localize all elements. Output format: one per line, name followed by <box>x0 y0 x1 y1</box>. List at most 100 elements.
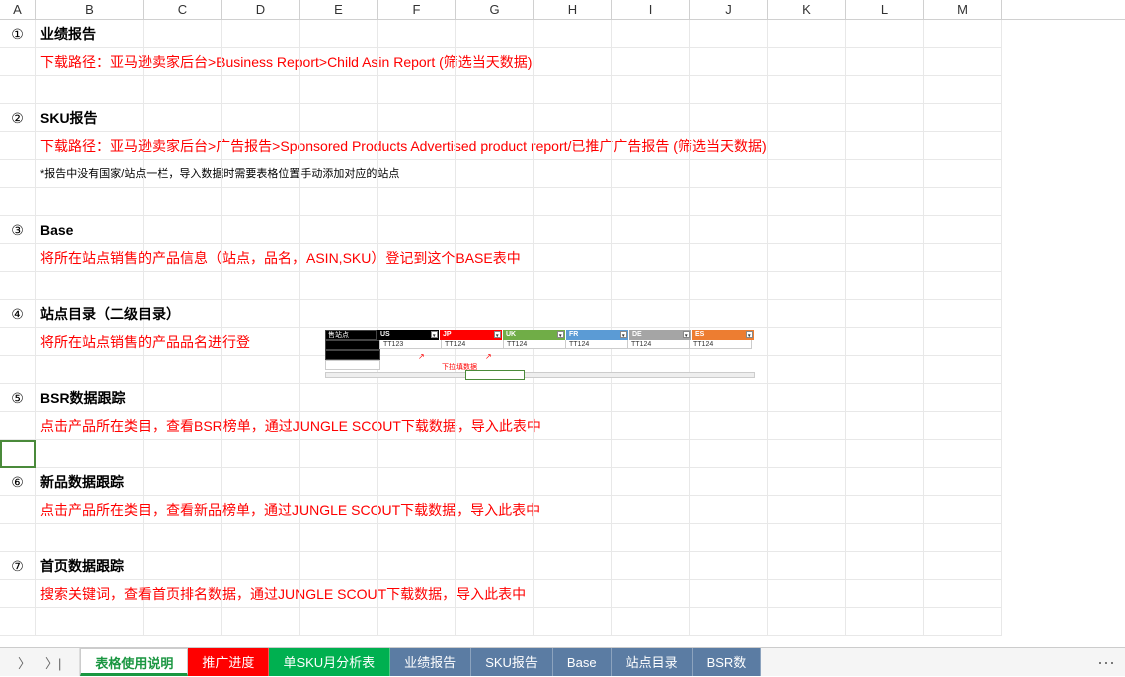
cell[interactable] <box>144 104 222 132</box>
cell[interactable] <box>534 412 612 440</box>
cell[interactable] <box>768 132 846 160</box>
cell[interactable]: 下载路径：亚马逊卖家后台>Business Report>Child Asin … <box>36 48 144 76</box>
cell[interactable] <box>378 384 456 412</box>
cell[interactable] <box>924 244 1002 272</box>
cell[interactable] <box>612 552 690 580</box>
cell[interactable] <box>378 104 456 132</box>
cell[interactable] <box>222 524 300 552</box>
cell[interactable] <box>300 20 378 48</box>
col-header-L[interactable]: L <box>846 0 924 19</box>
dropdown-icon[interactable] <box>494 331 501 338</box>
cell[interactable] <box>612 496 690 524</box>
tab-next-icon[interactable]: 〉 <box>18 653 31 672</box>
sheet-tab[interactable]: Base <box>553 648 612 676</box>
cell[interactable] <box>612 216 690 244</box>
cell[interactable] <box>144 608 222 636</box>
cell[interactable] <box>768 244 846 272</box>
cell[interactable] <box>36 440 144 468</box>
cell[interactable] <box>768 496 846 524</box>
cell[interactable] <box>378 132 456 160</box>
cell[interactable] <box>0 496 36 524</box>
cell[interactable] <box>456 524 534 552</box>
cell[interactable] <box>378 468 456 496</box>
cell[interactable] <box>300 244 378 272</box>
cell[interactable] <box>534 76 612 104</box>
cell[interactable] <box>378 300 456 328</box>
cell[interactable] <box>144 300 222 328</box>
cell[interactable] <box>924 496 1002 524</box>
cell[interactable] <box>0 188 36 216</box>
cell[interactable] <box>456 104 534 132</box>
cell[interactable] <box>534 20 612 48</box>
cell[interactable] <box>846 48 924 76</box>
cell[interactable] <box>690 552 768 580</box>
cell[interactable] <box>768 160 846 188</box>
cell[interactable] <box>534 468 612 496</box>
cell[interactable] <box>846 104 924 132</box>
cell[interactable] <box>534 216 612 244</box>
cell[interactable] <box>144 524 222 552</box>
cell[interactable] <box>300 468 378 496</box>
cell[interactable] <box>144 384 222 412</box>
cell[interactable] <box>534 384 612 412</box>
cell[interactable] <box>456 272 534 300</box>
cell[interactable] <box>846 188 924 216</box>
cell[interactable] <box>768 300 846 328</box>
cell[interactable] <box>534 300 612 328</box>
cell[interactable] <box>924 76 1002 104</box>
cell[interactable] <box>0 48 36 76</box>
cell[interactable] <box>768 356 846 384</box>
cell[interactable] <box>690 160 768 188</box>
cell[interactable] <box>768 104 846 132</box>
cell[interactable] <box>612 20 690 48</box>
cell[interactable] <box>0 580 36 608</box>
cell[interactable] <box>924 412 1002 440</box>
cell[interactable] <box>222 440 300 468</box>
cell[interactable] <box>690 20 768 48</box>
cell[interactable]: 下载路径：亚马逊卖家后台>广告报告>Sponsored Products Adv… <box>36 132 144 160</box>
cell[interactable] <box>144 356 222 384</box>
cell[interactable] <box>612 104 690 132</box>
cell[interactable]: ⑤ <box>0 384 36 412</box>
cell[interactable] <box>690 244 768 272</box>
cell[interactable]: ⑥ <box>0 468 36 496</box>
cell[interactable] <box>846 300 924 328</box>
cell[interactable] <box>300 188 378 216</box>
cell[interactable] <box>690 580 768 608</box>
cell[interactable]: 首页数据跟踪 <box>36 552 144 580</box>
cell[interactable] <box>144 244 222 272</box>
cell[interactable] <box>0 76 36 104</box>
cell[interactable]: ④ <box>0 300 36 328</box>
cell[interactable] <box>0 244 36 272</box>
cell[interactable] <box>456 412 534 440</box>
cell[interactable]: ① <box>0 20 36 48</box>
cell[interactable] <box>36 76 144 104</box>
cell[interactable] <box>534 272 612 300</box>
cell[interactable] <box>456 244 534 272</box>
cell[interactable] <box>456 440 534 468</box>
cell[interactable] <box>300 384 378 412</box>
cell[interactable] <box>456 132 534 160</box>
sheet-tab[interactable]: 推广进度 <box>188 648 269 676</box>
cell[interactable] <box>144 440 222 468</box>
cell[interactable] <box>846 356 924 384</box>
cell[interactable] <box>846 132 924 160</box>
cell[interactable] <box>690 188 768 216</box>
cell[interactable] <box>36 524 144 552</box>
cell[interactable]: 新品数据跟踪 <box>36 468 144 496</box>
cell[interactable] <box>222 272 300 300</box>
cell[interactable] <box>300 300 378 328</box>
cell[interactable] <box>300 132 378 160</box>
cell[interactable] <box>456 20 534 48</box>
cell[interactable] <box>612 160 690 188</box>
col-header-D[interactable]: D <box>222 0 300 19</box>
cell[interactable] <box>456 300 534 328</box>
cell[interactable] <box>222 160 300 188</box>
cell[interactable] <box>222 104 300 132</box>
cell[interactable] <box>300 552 378 580</box>
cell[interactable] <box>690 300 768 328</box>
cell[interactable] <box>768 272 846 300</box>
cell[interactable] <box>768 76 846 104</box>
cell[interactable] <box>690 440 768 468</box>
cell[interactable] <box>378 608 456 636</box>
